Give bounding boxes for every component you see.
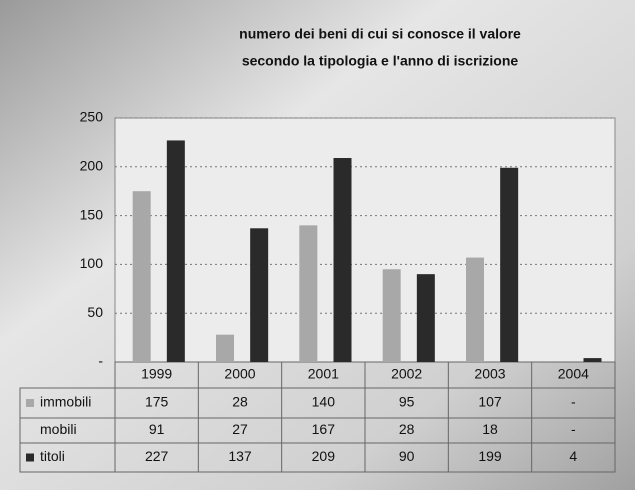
x-tick-label: 2002: [391, 366, 422, 382]
table-cell: 95: [399, 394, 415, 410]
y-tick-label: 50: [87, 304, 103, 320]
table-cell: 28: [399, 421, 415, 437]
y-tick-label: 200: [80, 158, 104, 174]
table-cell: 175: [145, 394, 169, 410]
table-cell: 107: [478, 394, 502, 410]
x-tick-label: 2000: [224, 366, 255, 382]
table-cell: -: [571, 394, 576, 410]
table-cell: 4: [569, 448, 577, 464]
bar: [333, 158, 352, 362]
y-tick-label: 100: [80, 255, 104, 271]
legend-label: immobili: [40, 394, 91, 410]
y-tick-label: 250: [80, 109, 104, 125]
plot-area: [114, 117, 616, 363]
bar: [416, 274, 435, 362]
table-cell: 137: [228, 448, 252, 464]
table-cell: -: [571, 421, 576, 437]
bar: [166, 140, 185, 362]
x-tick-label: 2001: [308, 366, 339, 382]
bar: [299, 225, 318, 362]
bar: [250, 228, 269, 362]
table-cell: 90: [399, 448, 415, 464]
bar: [132, 191, 151, 362]
table-cell: 91: [149, 421, 165, 437]
bar: [382, 269, 401, 362]
y-tick-label: -: [98, 353, 103, 369]
bar: [500, 167, 519, 362]
legend-label: mobili: [40, 421, 77, 437]
legend-marker: [26, 453, 34, 462]
chart-title: numero dei beni di cui si conosce il val…: [239, 26, 521, 42]
table-cell: 140: [312, 394, 336, 410]
x-tick-label: 1999: [141, 366, 172, 382]
table-cell: 209: [312, 448, 336, 464]
table-cell: 27: [232, 421, 248, 437]
bar: [216, 334, 234, 362]
table-cell: 227: [145, 448, 169, 464]
table-cell: 18: [482, 421, 498, 437]
table-cell: 167: [312, 421, 336, 437]
bar: [466, 257, 484, 362]
legend-label: titoli: [40, 448, 65, 464]
y-tick-label: 150: [80, 206, 104, 222]
x-tick-label: 2003: [474, 366, 505, 382]
legend-marker: [26, 399, 34, 407]
bar: [583, 358, 602, 362]
table-cell: 28: [232, 394, 248, 410]
x-tick-label: 2004: [558, 366, 589, 382]
chart-title: secondo la tipologia e l'anno di iscrizi…: [242, 53, 519, 69]
table-cell: 199: [478, 448, 502, 464]
